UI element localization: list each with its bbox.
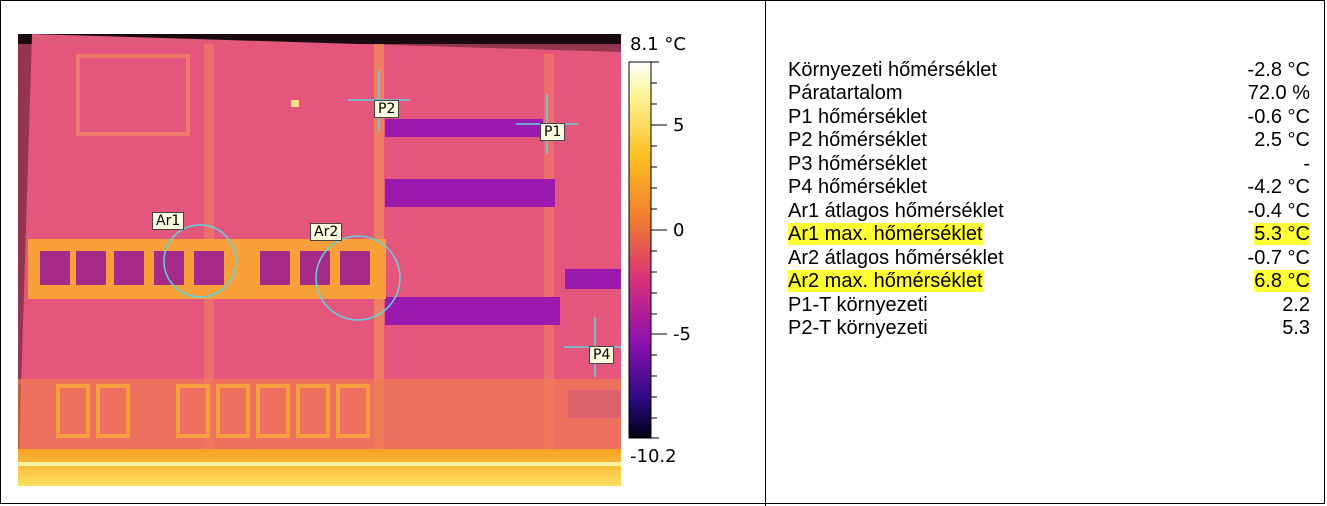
marker-label-ar2: Ar2 — [310, 223, 343, 241]
measurement-value: 2.5 °C — [1254, 129, 1310, 152]
measurement-value: -0.7 °C — [1247, 246, 1310, 269]
table-row: P4 hőmérséklet -4.2 °C — [788, 176, 1310, 200]
marker-label-p2: P2 — [374, 100, 400, 118]
measurement-table: Környezeti hőmérséklet -2.8 °C Páratartal… — [788, 58, 1310, 340]
panel-divider — [765, 0, 766, 506]
measurement-label: P2 hőmérséklet — [788, 129, 927, 152]
scale-max-label: 8.1 °C — [630, 34, 686, 55]
table-row: Páratartalom 72.0 % — [788, 82, 1310, 106]
measurement-label: Környezeti hőmérséklet — [788, 58, 997, 81]
table-row: Ar1 max. hőmérséklet 5.3 °C — [788, 223, 1310, 247]
measurement-label: P2-T környezeti — [788, 317, 928, 340]
table-row: Környezeti hőmérséklet -2.8 °C — [788, 58, 1310, 82]
temperature-scale-bar — [628, 61, 667, 439]
measurement-value: - — [1303, 152, 1310, 175]
measurement-label: P4 hőmérséklet — [788, 176, 927, 199]
measurement-label: Páratartalom — [788, 82, 903, 105]
measurement-value: 6.8 °C — [1254, 270, 1310, 293]
measurement-label: Ar2 átlagos hőmérséklet — [788, 246, 1004, 269]
table-row: P3 hőmérséklet - — [788, 152, 1310, 176]
measurement-label: Ar1 max. hőmérséklet — [788, 223, 983, 246]
table-row: P2 hőmérséklet 2.5 °C — [788, 129, 1310, 153]
marker-label-p1: P1 — [540, 123, 566, 141]
table-row: Ar2 átlagos hőmérséklet -0.7 °C — [788, 246, 1310, 270]
measurement-value: -0.4 °C — [1247, 199, 1310, 222]
scale-tick-label: -5 — [673, 324, 691, 345]
marker-label-p4: P4 — [589, 346, 615, 364]
table-row: Ar1 átlagos hőmérséklet -0.4 °C — [788, 199, 1310, 223]
measurement-value: 5.3 — [1282, 317, 1310, 340]
marker-label-ar1: Ar1 — [152, 212, 185, 230]
measurement-label: P1-T környezeti — [788, 293, 928, 316]
table-row: P1 hőmérséklet -0.6 °C — [788, 105, 1310, 129]
table-row: P1-T környezeti 2.2 — [788, 293, 1310, 317]
measurement-value: -0.6 °C — [1247, 105, 1310, 128]
thermal-image — [18, 34, 621, 486]
scale-tick-label: 0 — [673, 220, 685, 241]
scale-tick-label: 5 — [673, 115, 685, 136]
table-row: P2-T környezeti 5.3 — [788, 317, 1310, 341]
measurement-label: Ar1 átlagos hőmérséklet — [788, 199, 1004, 222]
scale-min-label: -10.2 — [630, 446, 677, 467]
table-row: Ar2 max. hőmérséklet 6.8 °C — [788, 270, 1310, 294]
measurement-label: P1 hőmérséklet — [788, 105, 927, 128]
measurement-value: 5.3 °C — [1254, 223, 1310, 246]
measurement-value: -2.8 °C — [1247, 58, 1310, 81]
measurement-value: -4.2 °C — [1247, 176, 1310, 199]
measurement-label: Ar2 max. hőmérséklet — [788, 270, 983, 293]
measurement-value: 2.2 — [1282, 293, 1310, 316]
measurement-label: P3 hőmérséklet — [788, 152, 927, 175]
measurement-value: 72.0 % — [1247, 82, 1310, 105]
